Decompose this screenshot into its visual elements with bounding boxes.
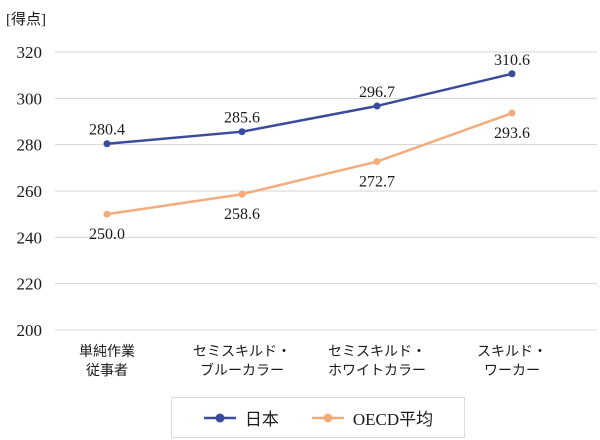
japan-point [373,102,381,110]
oecd-average-line [105,111,514,216]
japan-line [105,72,514,145]
y-axis-tick-label: 200 [17,321,43,340]
japan-value-label: 296.7 [359,84,395,101]
japan-value-label: 285.6 [224,110,260,127]
oecd-average-value-label: 258.6 [224,206,260,223]
legend-label: OECD平均 [352,410,434,429]
y-axis-tick-label: 220 [17,275,43,294]
japan-value-label: 280.4 [89,122,125,139]
y-axis-tick-label: 320 [17,43,43,62]
x-axis-category-label: 単純作業従事者 [79,344,135,379]
y-axis-tick-label: 280 [17,136,43,155]
y-axis-tick-label: 260 [17,182,43,201]
japan-point [103,140,111,148]
oecd-average-value-label: 293.6 [494,125,530,142]
x-axis-category-label: スキルド・ワーカー [477,345,547,379]
oecd-average-value-label: 250.0 [89,226,125,243]
legend-item-japan: 日本 [203,405,279,430]
y-axis-unit-label: [得点] [6,12,46,28]
oecd-average-value-label: 272.7 [359,174,395,191]
japan-value-label: 310.6 [494,52,530,69]
x-axis-category-label: セミスキルド・ホワイトカラー [328,345,426,379]
oecd-average-point [103,210,111,218]
y-axis-tick-label: 240 [17,228,43,247]
legend-item-oecd-average: OECD平均 [311,405,433,430]
oecd-average-point [373,158,381,166]
y-axis-tick-label: 300 [17,89,43,108]
oecd-average-point [508,109,516,117]
oecd-average-point [238,190,246,198]
legend: 日本 OECD平均 [171,397,465,438]
japan-legend-marker-icon [203,413,236,422]
oecd-average-legend-marker-icon [311,413,344,422]
japan-point [238,128,246,136]
japan-point [508,70,516,78]
x-axis-category-label: セミスキルド・ブルーカラー [193,345,291,379]
legend-label: 日本 [244,410,279,429]
